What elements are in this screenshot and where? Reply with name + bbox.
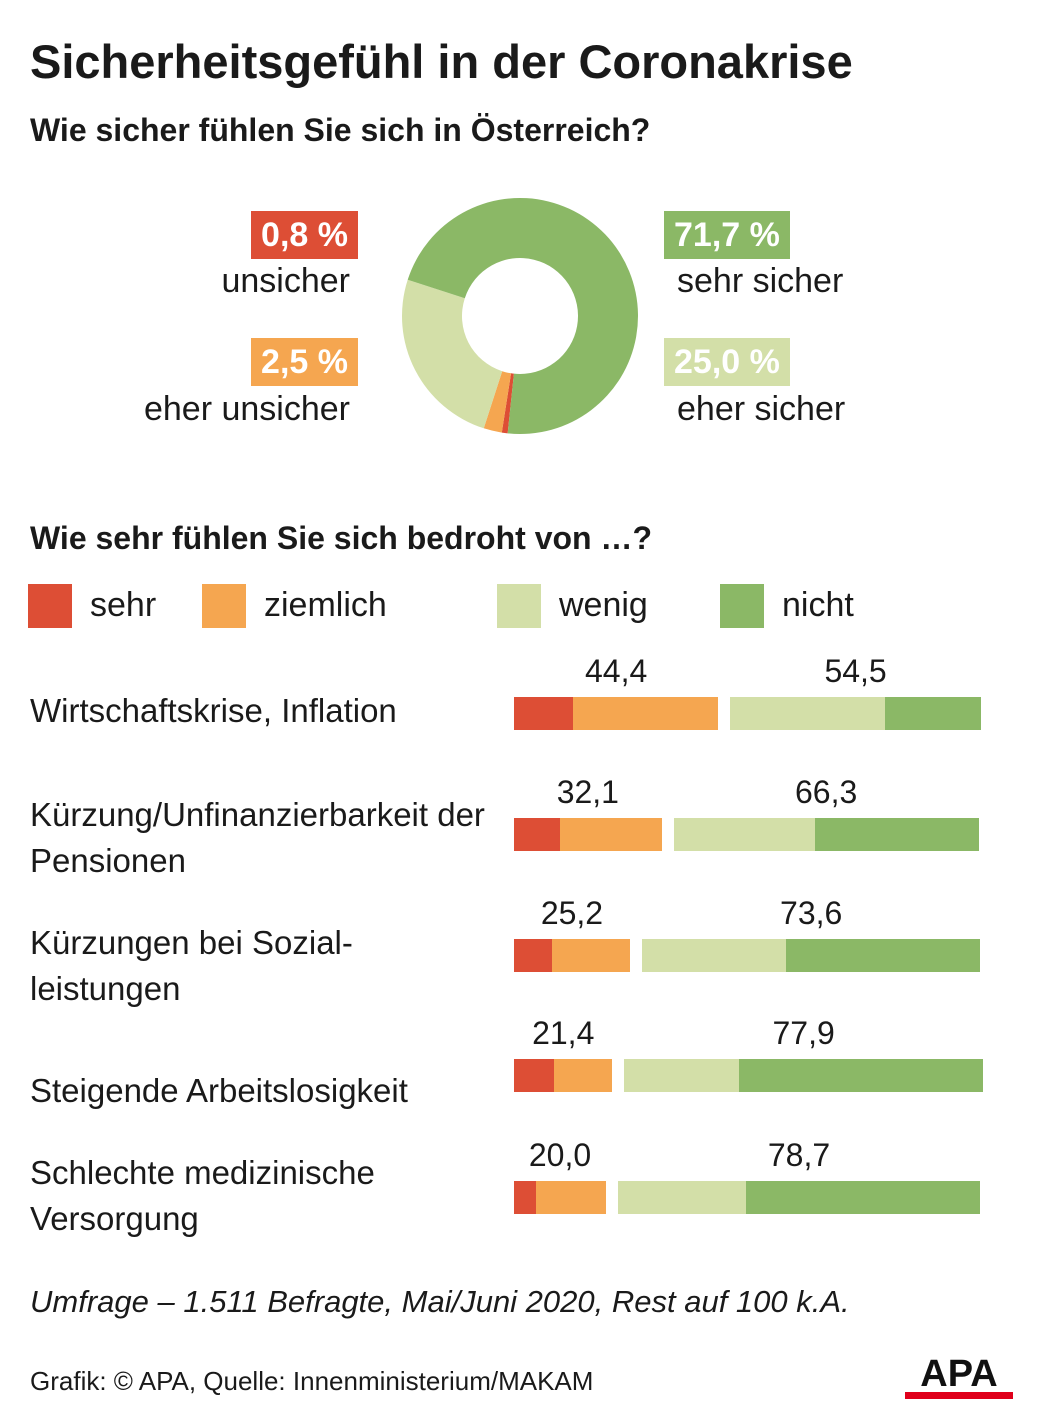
- value-not-threatened: 73,6: [780, 895, 843, 931]
- value-threatened: 25,2: [540, 895, 604, 931]
- badge-eher-sicher: 25,0 %: [664, 338, 790, 386]
- donut-question: Wie sicher fühlen Sie sich in Österreich…: [30, 112, 651, 148]
- category-label: Steigende Arbeitslosigkeit: [30, 1072, 408, 1109]
- label-eher-unsicher: eher unsicher: [143, 390, 350, 428]
- bar-segment-wenig: [730, 697, 886, 730]
- bar-segment-ziemlich: [559, 818, 662, 851]
- category-label: Kürzung/Unfinanzierbarkeit der Pensionen: [30, 796, 485, 879]
- bar-segment-sehr: [514, 1059, 555, 1092]
- category-label: Schlechte medizinische Versorgung: [30, 1154, 375, 1237]
- badge-unsicher: 0,8 %: [251, 211, 358, 259]
- value-threatened: 32,1: [556, 774, 619, 810]
- bar-segment-wenig: [673, 818, 816, 851]
- value-threatened: 20,0: [528, 1137, 592, 1173]
- bar-segment-wenig: [618, 1181, 747, 1214]
- bar-segment-nicht: [885, 697, 981, 730]
- label-sehr-sicher: sehr sicher: [677, 262, 844, 300]
- value-not-threatened: 54,5: [824, 653, 887, 689]
- donut-chart: [402, 198, 638, 434]
- credit-line: Grafik: © APA, Quelle: Innenministerium/…: [30, 1366, 594, 1396]
- legend-swatch-nicht: [720, 584, 764, 628]
- value-not-threatened: 66,3: [795, 774, 858, 810]
- donut-slice-eher-unsicher: [483, 371, 512, 433]
- legend-swatch-sehr: [28, 584, 72, 628]
- legend-swatch-wenig: [497, 584, 541, 628]
- bar-segment-ziemlich: [554, 1059, 613, 1092]
- apa-logo-text: APA: [920, 1353, 997, 1395]
- value-threatened: 21,4: [532, 1015, 595, 1051]
- value-not-threatened: 78,7: [767, 1137, 831, 1173]
- value-not-threatened: 77,9: [772, 1015, 835, 1051]
- legend-swatch-ziemlich: [202, 584, 246, 628]
- legend-label-wenig: wenig: [559, 586, 648, 624]
- legend-label-ziemlich: ziemlich: [264, 586, 387, 624]
- bar-segment-sehr: [514, 697, 574, 730]
- bar-segment-ziemlich: [552, 939, 630, 972]
- label-unsicher: unsicher: [221, 262, 350, 300]
- donut-slice-eher-sicher: [402, 279, 503, 429]
- bar-segment-ziemlich: [573, 697, 719, 730]
- value-threatened: 44,4: [584, 653, 648, 689]
- bar-segment-wenig: [624, 1059, 739, 1092]
- bar-segment-nicht: [738, 1059, 983, 1092]
- badge-sehr-sicher: 71,7 %: [664, 211, 790, 259]
- bar-segment-nicht: [746, 1181, 980, 1214]
- bar-segment-ziemlich: [536, 1181, 606, 1214]
- bar-segment-wenig: [641, 939, 787, 972]
- apa-logo-underline: [905, 1392, 1013, 1399]
- legend-label-sehr: sehr: [90, 586, 157, 624]
- category-label: Wirtschaftskrise, Inflation: [30, 692, 397, 729]
- bar-segment-sehr: [514, 1181, 537, 1214]
- donut-slice-sehr-sicher: [407, 198, 638, 434]
- donut-slice-unsicher: [501, 373, 514, 434]
- bar-question: Wie sehr fühlen Sie sich bedroht von …?: [30, 520, 653, 556]
- chart-title: Sicherheitsgefühl in der Coronakrise: [30, 35, 853, 88]
- category-label: Kürzungen bei Sozial- leistungen: [30, 924, 353, 1007]
- bar-segment-sehr: [514, 939, 553, 972]
- badge-eher-unsicher: 2,5 %: [251, 338, 358, 386]
- legend-label-nicht: nicht: [782, 586, 854, 624]
- bar-segment-nicht: [786, 939, 981, 972]
- footnote: Umfrage – 1.511 Befragte, Mai/Juni 2020,…: [30, 1284, 850, 1319]
- apa-logo: APA: [905, 1353, 1013, 1399]
- label-eher-sicher: eher sicher: [677, 390, 846, 428]
- bar-segment-sehr: [514, 818, 560, 851]
- bar-segment-nicht: [815, 818, 979, 851]
